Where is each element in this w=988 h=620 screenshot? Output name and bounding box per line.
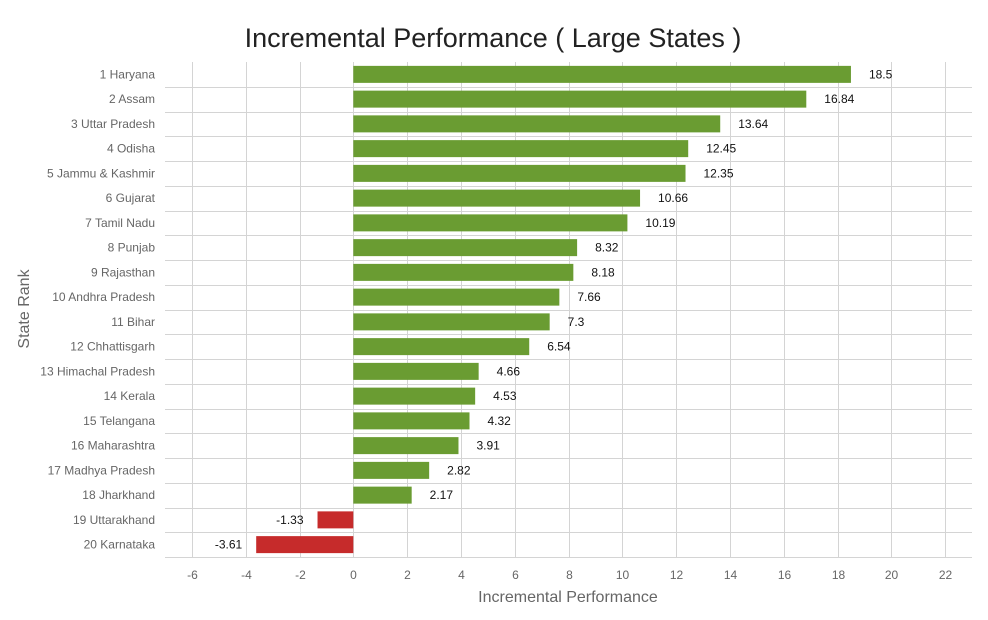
category-label: 6 Gujarat [106,191,156,205]
data-label: 12.35 [704,166,734,180]
bar [353,412,470,430]
category-label: 16 Maharashtra [71,439,155,453]
bar [353,239,578,257]
data-label: 2.82 [447,463,471,477]
bar [353,338,530,356]
category-label: 10 Andhra Pradesh [52,290,155,304]
bar [353,115,721,133]
data-label: 4.32 [488,414,512,428]
category-label: 17 Madhya Pradesh [48,463,155,477]
category-label: 19 Uttarakhand [73,513,155,527]
x-tick-label: 10 [616,568,630,582]
data-label: -1.33 [276,513,304,527]
bar [256,536,354,554]
bar [353,189,641,207]
x-tick-label: 18 [832,568,846,582]
x-tick-label: 6 [512,568,519,582]
category-label: 2 Assam [109,92,155,106]
data-label: 3.91 [476,439,500,453]
category-labels: 1 Haryana 2 Assam 3 Uttar Pradesh 4 Odisha 5… [40,67,155,551]
category-label: 12 Chhattisgarh [70,340,155,354]
x-tick-label: 20 [885,568,899,582]
data-label: 7.3 [568,315,585,329]
bar [353,263,574,281]
grid [165,62,972,558]
data-label: 12.45 [706,142,736,156]
data-label: 7.66 [577,290,601,304]
data-label: 4.66 [497,364,521,378]
data-label: 8.18 [591,265,615,279]
category-label: 14 Kerala [104,389,156,403]
bar [353,90,807,108]
data-label: 6.54 [547,340,571,354]
category-label: 7 Tamil Nadu [85,216,155,230]
x-tick-label: -6 [187,568,198,582]
bar [353,362,479,380]
bar [353,313,550,331]
x-tick-label: 8 [566,568,573,582]
x-tick-labels: -6 -4 -2 0 2 4 6 8 10 12 14 16 18 20 22 [187,568,952,582]
x-tick-label: -4 [241,568,252,582]
bar [353,486,412,504]
bar [353,461,430,479]
data-label: 4.53 [493,389,517,403]
category-label: 9 Rajasthan [91,265,155,279]
category-label: 8 Punjab [108,241,156,255]
x-tick-label: 14 [724,568,738,582]
x-tick-label: 16 [778,568,792,582]
bar [353,387,476,405]
bar [353,437,459,455]
x-tick-label: 12 [670,568,684,582]
category-label: 5 Jammu & Kashmir [47,166,155,180]
x-axis-label: Incremental Performance [478,589,658,606]
category-label: 1 Haryana [100,67,156,81]
bar [353,214,628,232]
bar [353,288,560,306]
data-label: 10.19 [645,216,675,230]
data-label: -3.61 [215,538,243,552]
bar [353,140,689,158]
category-label: 15 Telangana [83,414,155,428]
x-tick-label: 2 [404,568,411,582]
category-label: 20 Karnataka [84,538,156,552]
data-label: 13.64 [738,117,768,131]
category-label: 4 Odisha [107,142,155,156]
bar [353,164,686,182]
y-axis-label: State Rank [16,268,33,348]
data-label: 16.84 [824,92,854,106]
x-tick-label: -2 [295,568,306,582]
bar [353,65,851,83]
category-label: 18 Jharkhand [82,488,155,502]
category-label: 11 Bihar [111,315,155,329]
x-tick-label: 4 [458,568,465,582]
bar [317,511,354,529]
x-tick-label: 0 [350,568,357,582]
category-label: 3 Uttar Pradesh [71,117,155,131]
chart-title: Incremental Performance ( Large States ) [245,23,742,53]
category-label: 13 Himachal Pradesh [40,364,155,378]
x-tick-label: 22 [939,568,953,582]
data-label: 8.32 [595,241,619,255]
data-label: 2.17 [430,488,454,502]
data-label: 18.5 [869,67,893,81]
data-label: 10.66 [658,191,688,205]
